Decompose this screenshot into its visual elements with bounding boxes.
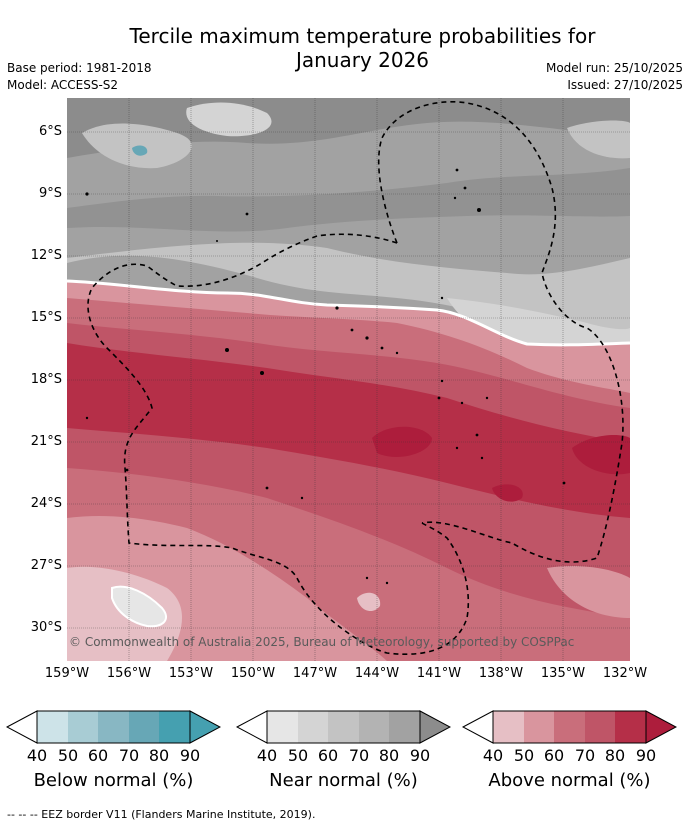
near-normal-light-patch-3 bbox=[567, 120, 630, 159]
probability-map bbox=[67, 98, 630, 661]
meta-right: Model run: 25/10/2025 Issued: 27/10/2025 bbox=[546, 60, 683, 94]
lat-label: 12°S bbox=[30, 248, 62, 263]
above-normal-50-right bbox=[547, 566, 630, 618]
lat-label: 24°S bbox=[30, 496, 62, 511]
legend-tick: 40 bbox=[26, 746, 48, 765]
colorbar-swatch-near bbox=[267, 711, 298, 743]
colorbar-swatch-below bbox=[37, 711, 68, 743]
above-normal-80-region bbox=[67, 343, 630, 518]
lat-label: 18°S bbox=[30, 372, 62, 387]
colorbar-swatch-above bbox=[493, 711, 524, 743]
lon-label: 132°W bbox=[602, 666, 648, 681]
colorbar-swatch-below bbox=[98, 711, 129, 743]
below-normal-patch bbox=[132, 145, 148, 156]
legend-above-normal: 40 50 60 70 80 90 Above normal (%) bbox=[462, 710, 677, 791]
legend-tick: 90 bbox=[635, 746, 657, 765]
legend-tick: 70 bbox=[348, 746, 370, 765]
colorbar-swatch-near bbox=[420, 711, 450, 743]
colorbar-above bbox=[462, 710, 677, 744]
lat-label: 9°S bbox=[38, 186, 62, 201]
copyright-notice: © Commonwealth of Australia 2025, Bureau… bbox=[69, 635, 575, 649]
legend-ticks: 40 50 60 70 80 90 bbox=[6, 746, 221, 766]
legend-tick: 70 bbox=[574, 746, 596, 765]
legend-near-normal: 40 50 60 70 80 90 Near normal (%) bbox=[236, 710, 451, 791]
colorbar-swatch-near bbox=[298, 711, 328, 743]
base-period: Base period: 1981-2018 bbox=[7, 61, 152, 75]
legend-title-above: Above normal (%) bbox=[488, 770, 651, 791]
near-normal-light-patch-2 bbox=[186, 102, 272, 137]
colorbar-swatch-near bbox=[328, 711, 359, 743]
colorbar-swatch-above bbox=[554, 711, 585, 743]
legend-tick: 60 bbox=[317, 746, 339, 765]
lon-label: 138°W bbox=[478, 666, 524, 681]
colorbar-swatch-above bbox=[646, 711, 676, 743]
legend-tick: 50 bbox=[57, 746, 79, 765]
lat-label: 15°S bbox=[30, 310, 62, 325]
model-name: Model: ACCESS-S2 bbox=[7, 78, 119, 92]
eez-footnote: -- -- -- EEZ border V11 (Flanders Marine… bbox=[7, 808, 316, 821]
above-normal-90-patch-2 bbox=[572, 435, 630, 475]
legend-tick: 50 bbox=[513, 746, 535, 765]
lon-label: 159°W bbox=[44, 666, 90, 681]
legend-ticks: 40 50 60 70 80 90 bbox=[462, 746, 677, 766]
lon-label: 156°W bbox=[106, 666, 152, 681]
map-title: Tercile maximum temperature probabilitie… bbox=[90, 24, 635, 72]
legend-tick: 80 bbox=[378, 746, 400, 765]
issued-date: Issued: 27/10/2025 bbox=[567, 78, 683, 92]
colorbar-swatch-above bbox=[615, 711, 646, 743]
legend-tick: 80 bbox=[148, 746, 170, 765]
legend-ticks: 40 50 60 70 80 90 bbox=[236, 746, 451, 766]
lon-label: 150°W bbox=[230, 666, 276, 681]
lat-label: 6°S bbox=[38, 124, 62, 139]
colorbar-swatch-above bbox=[585, 711, 615, 743]
legend-tick: 60 bbox=[543, 746, 565, 765]
legend-tick: 90 bbox=[409, 746, 431, 765]
lon-label: 141°W bbox=[416, 666, 462, 681]
near-normal-bottom-patch bbox=[111, 585, 167, 628]
near-normal-dark-band bbox=[67, 168, 630, 232]
lon-label: 153°W bbox=[168, 666, 214, 681]
lat-label: 27°S bbox=[30, 558, 62, 573]
legend-tick: 40 bbox=[482, 746, 504, 765]
legend-below-normal: 40 50 60 70 80 90 Below normal (%) bbox=[6, 710, 221, 791]
map-canvas bbox=[67, 98, 630, 661]
title-line-1: Tercile maximum temperature probabilitie… bbox=[129, 24, 596, 48]
eez-borders bbox=[87, 100, 624, 656]
colorbar-below bbox=[6, 710, 221, 744]
legend-tick: 50 bbox=[287, 746, 309, 765]
colorbar-swatch-below bbox=[129, 711, 159, 743]
legend-title-below: Below normal (%) bbox=[33, 770, 194, 791]
legend-tick: 90 bbox=[179, 746, 201, 765]
meta-left: Base period: 1981-2018 Model: ACCESS-S2 bbox=[7, 60, 152, 94]
legend-title-near: Near normal (%) bbox=[269, 770, 418, 791]
lon-label: 147°W bbox=[292, 666, 338, 681]
colorbar-swatch-near bbox=[359, 711, 389, 743]
lon-label: 144°W bbox=[354, 666, 400, 681]
colorbar-swatch-below bbox=[68, 711, 98, 743]
lat-label: 21°S bbox=[30, 434, 62, 449]
islands bbox=[85, 168, 566, 585]
legend-tick: 40 bbox=[256, 746, 278, 765]
legend-tick: 60 bbox=[87, 746, 109, 765]
lat-label: 30°S bbox=[30, 620, 62, 635]
lon-label: 135°W bbox=[540, 666, 586, 681]
above-normal-40-patch bbox=[357, 592, 381, 612]
colorbar-swatch-above bbox=[524, 711, 554, 743]
category-boundary bbox=[67, 279, 630, 347]
legend-tick: 70 bbox=[118, 746, 140, 765]
colorbar-near bbox=[236, 710, 451, 744]
model-run: Model run: 25/10/2025 bbox=[545, 61, 683, 75]
colorbar-swatch-near bbox=[389, 711, 420, 743]
title-line-2: January 2026 bbox=[295, 48, 430, 72]
near-normal-60-band bbox=[67, 242, 630, 341]
above-normal-90-patch-3 bbox=[492, 484, 523, 502]
legend-tick: 80 bbox=[604, 746, 626, 765]
